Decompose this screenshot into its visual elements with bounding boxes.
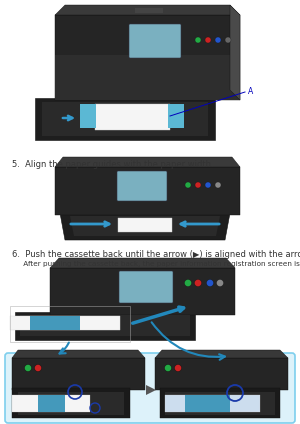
Circle shape	[25, 365, 32, 371]
Polygon shape	[55, 157, 240, 167]
Polygon shape	[155, 358, 288, 390]
Circle shape	[164, 365, 172, 371]
Polygon shape	[50, 258, 235, 268]
Polygon shape	[168, 104, 184, 128]
Circle shape	[194, 279, 202, 287]
Polygon shape	[55, 167, 240, 215]
Polygon shape	[42, 102, 208, 136]
Polygon shape	[12, 395, 90, 412]
FancyBboxPatch shape	[135, 8, 163, 13]
Polygon shape	[118, 218, 172, 232]
FancyBboxPatch shape	[117, 171, 167, 201]
Circle shape	[185, 182, 191, 188]
Polygon shape	[30, 316, 80, 330]
Polygon shape	[146, 385, 156, 395]
Polygon shape	[165, 395, 260, 412]
Circle shape	[205, 37, 211, 43]
Text: 5.  Align the paper guides with the paper width.: 5. Align the paper guides with the paper…	[12, 160, 214, 169]
Polygon shape	[20, 315, 190, 336]
Polygon shape	[70, 216, 220, 236]
Text: A: A	[248, 86, 253, 95]
Circle shape	[184, 279, 191, 287]
FancyBboxPatch shape	[129, 24, 181, 58]
Polygon shape	[230, 5, 240, 100]
Circle shape	[195, 37, 201, 43]
Polygon shape	[55, 5, 240, 15]
Polygon shape	[80, 104, 96, 128]
Text: 6.  Push the cassette back until the arrow (▶) is aligned with the arrow (◄).: 6. Push the cassette back until the arro…	[12, 250, 300, 259]
Polygon shape	[185, 395, 230, 412]
Polygon shape	[55, 15, 240, 100]
Polygon shape	[55, 55, 240, 100]
Circle shape	[205, 182, 211, 188]
Polygon shape	[12, 358, 145, 390]
Circle shape	[195, 182, 201, 188]
Polygon shape	[165, 392, 275, 415]
Polygon shape	[18, 392, 124, 415]
Polygon shape	[38, 395, 65, 412]
Polygon shape	[12, 388, 130, 418]
Polygon shape	[95, 104, 170, 130]
Circle shape	[215, 37, 221, 43]
Polygon shape	[50, 268, 235, 315]
Circle shape	[217, 279, 224, 287]
Polygon shape	[15, 312, 195, 340]
Text: After pushing the cassette back, the paper information registration screen is di: After pushing the cassette back, the pap…	[12, 261, 300, 267]
Polygon shape	[10, 316, 120, 330]
FancyBboxPatch shape	[119, 271, 173, 303]
Circle shape	[175, 365, 182, 371]
Polygon shape	[60, 213, 230, 240]
Polygon shape	[155, 350, 288, 358]
Polygon shape	[35, 98, 215, 140]
Circle shape	[225, 37, 231, 43]
Polygon shape	[160, 388, 280, 418]
Circle shape	[206, 279, 214, 287]
FancyBboxPatch shape	[5, 353, 295, 423]
Polygon shape	[12, 350, 145, 358]
Circle shape	[215, 182, 221, 188]
Circle shape	[34, 365, 41, 371]
